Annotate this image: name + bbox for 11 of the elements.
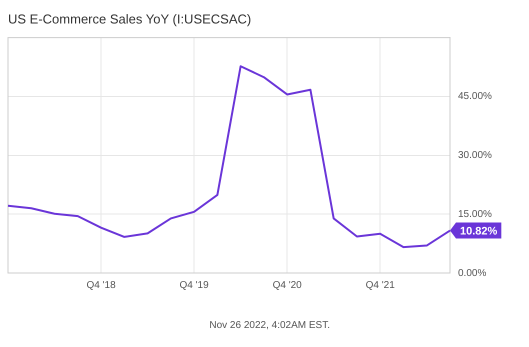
y-tick-label: 45.00%: [458, 91, 492, 102]
chart-title: US E-Commerce Sales YoY (I:USECSAC): [8, 11, 252, 26]
x-tick-label: Q4 '20: [272, 280, 302, 291]
x-tick-label: Q4 '19: [180, 280, 210, 291]
y-tick-label: 0.00%: [458, 268, 486, 279]
y-tick-label: 30.00%: [458, 150, 492, 162]
y-tick-label: 15.00%: [458, 208, 492, 220]
x-tick-label: Q4 '18: [86, 280, 116, 291]
text: Nov 26 2022, 4:02AM EST.: [209, 320, 330, 331]
data-label: 10.82%: [460, 226, 498, 238]
x-tick-label: Q4 '21: [366, 280, 396, 291]
